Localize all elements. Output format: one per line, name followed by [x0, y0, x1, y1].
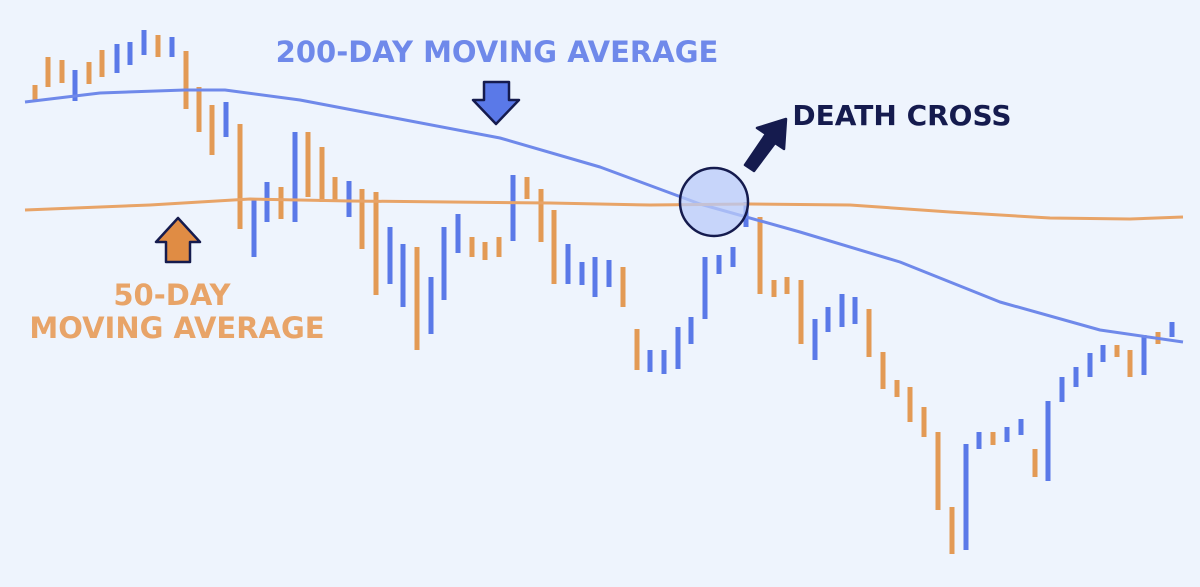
price-bar-13 — [209, 105, 215, 155]
price-bar-9 — [155, 35, 161, 57]
price-bar-62 — [880, 352, 886, 389]
price-bar-70 — [990, 432, 996, 445]
price-bar-47 — [675, 327, 681, 369]
moving-average-lines — [24, 88, 1184, 344]
price-bar-54 — [771, 280, 777, 297]
price-bar-35 — [510, 175, 516, 241]
price-bar-21 — [319, 147, 325, 202]
price-bar-38 — [551, 210, 557, 284]
price-bar-5 — [99, 50, 105, 77]
price-bar-50 — [716, 255, 722, 274]
price-bar-2 — [59, 60, 65, 83]
annotation-50-day-line-2: MOVING AVERAGE — [29, 311, 324, 345]
price-bar-16 — [251, 199, 257, 257]
price-bar-19 — [292, 132, 298, 222]
arrow-down-icon — [471, 80, 521, 126]
price-bar-41 — [592, 257, 598, 297]
price-bar-79 — [1114, 345, 1120, 357]
ma-200-line — [24, 88, 1184, 344]
death-cross-marker — [678, 166, 750, 238]
price-bar-67 — [949, 507, 955, 554]
price-bar-22 — [332, 177, 338, 202]
price-bar-78 — [1100, 345, 1106, 362]
price-bar-3 — [72, 70, 78, 101]
annotation-50-day-label: 50-DAY MOVING AVERAGE — [29, 278, 324, 345]
price-bar-37 — [538, 189, 544, 242]
price-bar-33 — [482, 242, 488, 260]
price-bar-20 — [305, 132, 311, 197]
price-bar-14 — [223, 102, 229, 137]
price-bar-51 — [730, 247, 736, 267]
annotation-50-day-line-1: 50-DAY — [113, 278, 231, 312]
price-bar-75 — [1059, 377, 1065, 402]
price-bar-71 — [1004, 427, 1010, 442]
price-bar-83 — [1169, 322, 1175, 337]
price-bar-58 — [825, 307, 831, 332]
price-bar-42 — [606, 260, 612, 287]
price-bar-76 — [1073, 367, 1079, 387]
price-bar-66 — [935, 432, 941, 510]
price-bar-36 — [524, 177, 530, 199]
price-bar-46 — [661, 350, 667, 374]
price-bar-6 — [114, 44, 120, 73]
price-bar-8 — [141, 30, 147, 55]
annotation-200-day-label: 200-DAY MOVING AVERAGE — [276, 35, 719, 69]
price-bar-65 — [921, 407, 927, 437]
price-bar-10 — [169, 37, 175, 57]
price-bar-30 — [441, 227, 447, 300]
price-bar-28 — [414, 247, 420, 350]
price-bar-27 — [400, 244, 406, 307]
price-bar-0 — [32, 85, 38, 102]
ma-50-line — [24, 197, 1184, 221]
price-bar-43 — [620, 267, 626, 307]
price-bar-57 — [812, 319, 818, 360]
price-bar-17 — [264, 182, 270, 222]
arrow-death-cross-icon — [743, 117, 788, 173]
price-bar-25 — [373, 192, 379, 295]
price-bar-63 — [894, 380, 900, 397]
price-bar-45 — [647, 350, 653, 372]
price-bar-24 — [359, 189, 365, 249]
price-bar-7 — [127, 42, 133, 65]
price-bar-73 — [1032, 449, 1038, 477]
price-bar-18 — [278, 187, 284, 219]
price-bar-48 — [688, 317, 694, 344]
price-bar-69 — [976, 432, 982, 449]
price-bar-56 — [798, 280, 804, 344]
price-bar-59 — [839, 294, 845, 327]
price-bar-72 — [1018, 419, 1024, 435]
price-bar-12 — [196, 87, 202, 132]
price-bar-60 — [852, 297, 858, 324]
price-bar-31 — [455, 214, 461, 253]
price-bar-55 — [784, 277, 790, 294]
price-bars — [32, 30, 1175, 554]
price-bar-80 — [1127, 350, 1133, 377]
annotations: 200-DAY MOVING AVERAGE DEATH CROSS 50-DA… — [29, 35, 1011, 345]
price-bar-32 — [469, 237, 475, 257]
price-bar-1 — [45, 57, 51, 87]
price-bar-23 — [346, 181, 352, 217]
arrow-up-icon — [154, 216, 202, 264]
price-bar-44 — [634, 329, 640, 370]
price-bar-77 — [1087, 353, 1093, 377]
price-bar-74 — [1045, 401, 1051, 481]
price-bar-11 — [183, 51, 189, 109]
price-bar-29 — [428, 277, 434, 334]
price-bar-49 — [702, 257, 708, 319]
price-bar-53 — [757, 217, 763, 294]
price-bar-68 — [963, 444, 969, 550]
annotation-death-cross-label: DEATH CROSS — [792, 99, 1011, 132]
price-bar-26 — [387, 227, 393, 284]
price-bar-64 — [907, 387, 913, 422]
price-bar-81 — [1141, 335, 1147, 375]
price-bar-4 — [86, 62, 92, 84]
price-bar-34 — [496, 237, 502, 257]
price-bar-61 — [866, 309, 872, 357]
price-bar-40 — [579, 262, 585, 285]
price-bar-39 — [565, 244, 571, 284]
price-bar-15 — [237, 124, 243, 229]
